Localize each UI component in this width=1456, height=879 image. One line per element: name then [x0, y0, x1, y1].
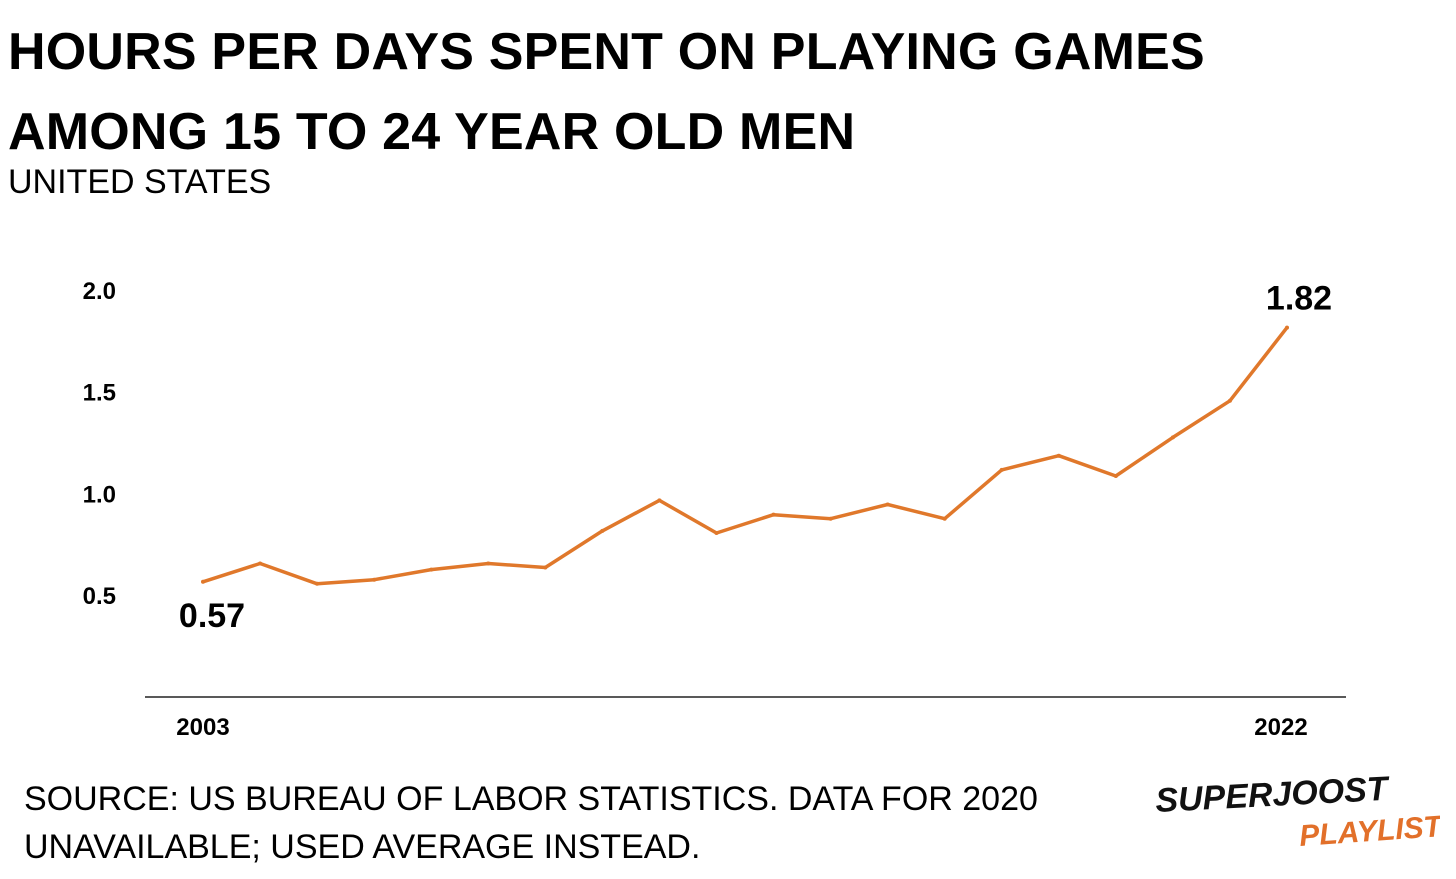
annotations: 0.57 1.82 — [179, 280, 1332, 635]
data-point — [315, 581, 320, 586]
superjoost-playlist-logo: SUPERJOOST PLAYLIST — [1154, 770, 1440, 853]
data-point — [828, 516, 833, 521]
data-point — [486, 561, 491, 566]
data-point — [1170, 435, 1175, 440]
data-point — [1056, 453, 1061, 458]
data-point — [1285, 325, 1289, 330]
data-point — [258, 561, 263, 566]
data-label: 0.57 — [179, 597, 245, 635]
y-axis-ticks: 2.0 1.5 1.0 0.5 — [83, 278, 116, 610]
x-tick-label: 2003 — [176, 714, 229, 741]
y-tick-label: 2.0 — [83, 278, 116, 305]
source-line2: UNAVAILABLE; USED AVERAGE INSTEAD. — [24, 828, 701, 866]
data-point — [372, 577, 377, 582]
data-point — [543, 565, 548, 570]
logo-line2: PLAYLIST — [1298, 810, 1440, 853]
chart-title-line1: HOURS PER DAYS SPENT ON PLAYING GAMES — [8, 23, 1205, 81]
data-point — [714, 530, 719, 535]
data-point — [657, 498, 662, 503]
logo-line1: SUPERJOOST — [1154, 770, 1391, 820]
x-axis-ticks: 2003 2022 — [176, 714, 1307, 741]
x-tick-label: 2022 — [1254, 714, 1307, 741]
data-point — [885, 502, 890, 507]
chart-subtitle: UNITED STATES — [8, 163, 272, 201]
data-point — [600, 528, 605, 533]
data-label: 1.82 — [1266, 280, 1332, 318]
y-tick-label: 1.5 — [83, 380, 116, 407]
data-point — [999, 467, 1004, 472]
y-tick-label: 0.5 — [83, 583, 116, 610]
data-point — [771, 512, 776, 517]
data-point — [201, 579, 205, 584]
source-note: SOURCE: US BUREAU OF LABOR STATISTICS. D… — [24, 775, 1038, 871]
source-line1: SOURCE: US BUREAU OF LABOR STATISTICS. D… — [24, 780, 1038, 818]
chart-title-line2: AMONG 15 TO 24 YEAR OLD MEN — [8, 103, 856, 161]
data-point — [942, 516, 947, 521]
series-line — [201, 325, 1289, 586]
chart-title: HOURS PER DAYS SPENT ON PLAYING GAMES AM… — [8, 12, 1205, 172]
data-point — [1113, 474, 1118, 479]
line-chart: 2.0 1.5 1.0 0.5 2003 2022 0.57 1.82 — [83, 278, 1346, 741]
y-tick-label: 1.0 — [83, 481, 116, 508]
data-point — [429, 567, 434, 572]
data-point — [1227, 398, 1232, 403]
data-points — [201, 325, 1289, 586]
